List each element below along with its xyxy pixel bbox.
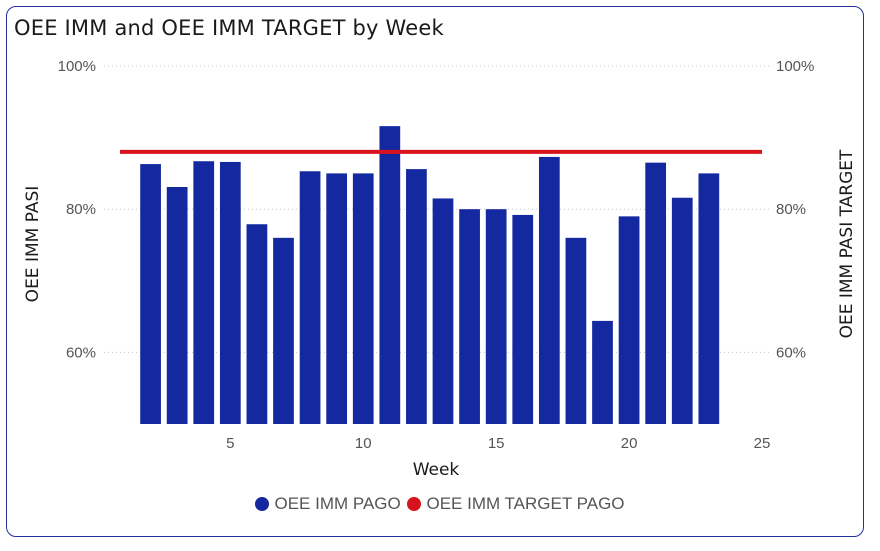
bar[interactable] xyxy=(246,224,268,424)
bar[interactable] xyxy=(406,169,427,424)
legend-item-target[interactable]: OEE IMM TARGET PAGO xyxy=(407,494,625,514)
bar[interactable] xyxy=(512,214,534,424)
legend-label-target: OEE IMM TARGET PAGO xyxy=(426,494,625,513)
bar[interactable] xyxy=(671,197,693,424)
bar[interactable] xyxy=(219,161,241,424)
bar[interactable] xyxy=(698,173,720,424)
bar[interactable] xyxy=(379,126,401,425)
bar[interactable] xyxy=(459,209,480,424)
bar[interactable] xyxy=(485,209,507,424)
bar[interactable] xyxy=(618,216,640,424)
y2-axis-title: OEE IMM PASI TARGET xyxy=(837,149,857,338)
y2-tick-label: 100% xyxy=(776,58,814,75)
bar[interactable] xyxy=(352,173,374,424)
legend-item-oee[interactable]: OEE IMM PAGO xyxy=(255,494,401,514)
legend-marker-oee xyxy=(255,497,270,511)
x-axis-title: Week xyxy=(413,460,460,480)
legend-label-oee: OEE IMM PAGO xyxy=(274,494,401,513)
y2-tick-label: 60% xyxy=(776,344,806,361)
bar-series xyxy=(140,126,720,425)
x-tick-label: 5 xyxy=(226,435,234,452)
legend: OEE IMM PAGO OEE IMM TARGET PAGO xyxy=(0,494,880,516)
bar[interactable] xyxy=(432,198,454,424)
legend-marker-target xyxy=(407,497,422,511)
bar[interactable] xyxy=(538,156,560,424)
y-axis-title: OEE IMM PASI xyxy=(23,186,43,303)
bar[interactable] xyxy=(565,237,587,424)
x-axis-ticks: 5 10 15 20 25 xyxy=(226,435,770,452)
bar[interactable] xyxy=(299,171,321,424)
bar[interactable] xyxy=(193,161,215,424)
bar[interactable] xyxy=(592,320,613,424)
bar[interactable] xyxy=(166,187,188,424)
bar[interactable] xyxy=(326,173,348,424)
y-tick-label: 100% xyxy=(58,58,96,75)
bar[interactable] xyxy=(140,164,161,425)
x-tick-label: 20 xyxy=(621,435,638,452)
chart-title: OEE IMM and OEE IMM TARGET by Week xyxy=(14,16,444,40)
x-tick-label: 25 xyxy=(754,435,771,452)
y2-axis-ticks: 60% 80% 100% xyxy=(776,58,814,361)
bar[interactable] xyxy=(645,162,667,424)
x-tick-label: 10 xyxy=(355,435,372,452)
y-tick-label: 80% xyxy=(66,201,96,218)
x-tick-label: 15 xyxy=(488,435,505,452)
y2-tick-label: 80% xyxy=(776,201,806,218)
y-tick-label: 60% xyxy=(66,344,96,361)
bar[interactable] xyxy=(273,237,294,424)
y-axis-ticks: 60% 80% 100% xyxy=(58,58,96,361)
